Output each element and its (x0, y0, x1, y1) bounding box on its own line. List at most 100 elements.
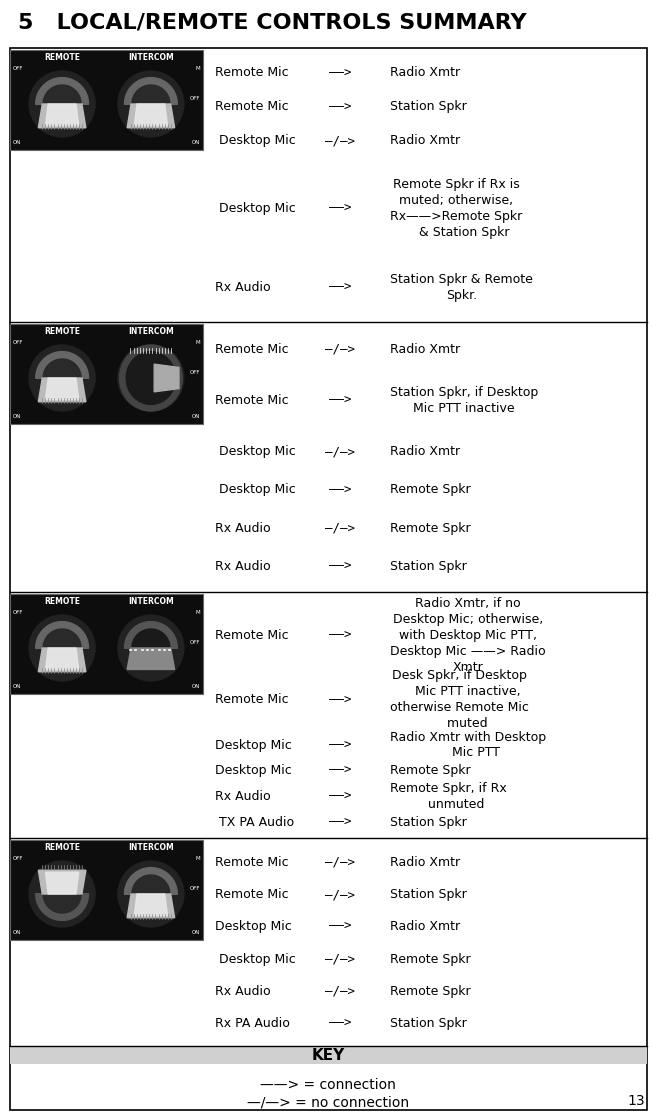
Text: Rx Audio: Rx Audio (215, 522, 271, 535)
Text: Remote Mic: Remote Mic (215, 629, 288, 642)
Text: Rx Audio: Rx Audio (215, 281, 271, 295)
Text: Remote Spkr: Remote Spkr (390, 522, 470, 535)
Polygon shape (127, 894, 175, 917)
Text: OFF: OFF (189, 95, 200, 101)
Polygon shape (43, 85, 81, 104)
Text: Remote Mic: Remote Mic (215, 888, 288, 900)
Text: ——>: ——> (328, 394, 351, 407)
Text: —/—>: —/—> (325, 984, 355, 998)
Polygon shape (35, 622, 89, 648)
Text: ——>: ——> (328, 560, 351, 573)
Polygon shape (43, 629, 81, 648)
Polygon shape (124, 77, 177, 104)
Text: Desktop Mic: Desktop Mic (215, 921, 292, 933)
Text: —/—>: —/—> (325, 343, 355, 356)
Text: OFF: OFF (189, 370, 200, 374)
Text: Station Spkr & Remote
Spkr.: Station Spkr & Remote Spkr. (390, 273, 533, 302)
Polygon shape (38, 648, 86, 672)
Text: Desktop Mic: Desktop Mic (215, 134, 296, 148)
Text: Remote Mic: Remote Mic (215, 693, 288, 707)
Text: KEY: KEY (311, 1047, 345, 1063)
Text: REMOTE: REMOTE (44, 327, 80, 336)
Polygon shape (132, 629, 170, 648)
Polygon shape (127, 648, 175, 670)
Text: Remote Mic: Remote Mic (215, 394, 288, 407)
Text: ON: ON (13, 930, 22, 935)
Text: Rx PA Audio: Rx PA Audio (215, 1017, 290, 1030)
Text: ——>: ——> (328, 693, 351, 707)
Text: ON: ON (13, 684, 22, 689)
Text: Radio Xmtr: Radio Xmtr (390, 66, 460, 80)
Polygon shape (43, 360, 81, 379)
Circle shape (118, 615, 184, 681)
FancyBboxPatch shape (10, 48, 647, 1110)
Text: ——>: ——> (328, 815, 351, 829)
Text: ON: ON (13, 414, 22, 419)
Polygon shape (35, 894, 89, 921)
Text: ——>: ——> (328, 66, 351, 80)
Text: 13: 13 (627, 1094, 645, 1108)
Text: INTERCOM: INTERCOM (128, 327, 173, 336)
Text: Station Spkr: Station Spkr (390, 1017, 466, 1030)
Text: Desk Spkr, if Desktop
    Mic PTT inactive,
otherwise Remote Mic
    muted: Desk Spkr, if Desktop Mic PTT inactive, … (390, 670, 529, 730)
Text: ——>: ——> (328, 921, 351, 933)
Text: Remote Spkr: Remote Spkr (390, 764, 470, 777)
Text: INTERCOM: INTERCOM (128, 843, 173, 852)
Text: Rx Audio: Rx Audio (215, 984, 271, 998)
Text: Remote Spkr: Remote Spkr (390, 484, 470, 496)
Circle shape (29, 861, 95, 927)
Polygon shape (134, 894, 168, 916)
Text: —/—>: —/—> (325, 888, 355, 900)
Text: Station Spkr: Station Spkr (390, 560, 466, 573)
Text: INTERCOM: INTERCOM (128, 53, 173, 62)
Text: ——>: ——> (328, 484, 351, 496)
Ellipse shape (120, 345, 182, 411)
Text: Desktop Mic: Desktop Mic (215, 764, 292, 777)
Text: —/—>: —/—> (325, 445, 355, 458)
Text: Desktop Mic: Desktop Mic (215, 202, 296, 215)
Text: Radio Xmtr: Radio Xmtr (390, 343, 460, 356)
Circle shape (29, 615, 95, 681)
Text: ——> = connection: ——> = connection (260, 1077, 396, 1092)
Polygon shape (38, 104, 86, 128)
Text: Desktop Mic: Desktop Mic (215, 738, 292, 752)
Text: ON: ON (13, 140, 22, 144)
Text: —/—>: —/—> (325, 522, 355, 535)
Text: Remote Spkr: Remote Spkr (390, 953, 470, 965)
Polygon shape (43, 894, 81, 913)
Text: Station Spkr: Station Spkr (390, 888, 466, 900)
FancyBboxPatch shape (10, 324, 203, 424)
Text: Radio Xmtr: Radio Xmtr (390, 445, 460, 458)
Polygon shape (45, 648, 79, 670)
Polygon shape (38, 870, 86, 894)
Text: Desktop Mic: Desktop Mic (215, 484, 296, 496)
FancyBboxPatch shape (10, 50, 203, 150)
Polygon shape (124, 622, 177, 648)
Text: REMOTE: REMOTE (44, 843, 80, 852)
Text: Remote Spkr: Remote Spkr (390, 984, 470, 998)
Text: Remote Spkr, if Rx
    unmuted: Remote Spkr, if Rx unmuted (390, 782, 507, 811)
Circle shape (118, 345, 184, 411)
FancyBboxPatch shape (10, 840, 203, 940)
Text: Remote Mic: Remote Mic (215, 343, 288, 356)
Text: ON: ON (192, 684, 200, 689)
Text: OFF: OFF (13, 856, 24, 861)
Polygon shape (45, 872, 79, 894)
Polygon shape (35, 352, 89, 379)
Text: OFF: OFF (13, 610, 24, 615)
Text: INTERCOM: INTERCOM (128, 597, 173, 606)
Text: Radio Xmtr: Radio Xmtr (390, 921, 460, 933)
Text: OFF: OFF (13, 66, 24, 71)
Polygon shape (134, 104, 168, 125)
Text: —/—> = no connection: —/—> = no connection (247, 1096, 409, 1110)
Polygon shape (38, 379, 86, 402)
Text: —/—>: —/—> (325, 856, 355, 869)
Circle shape (118, 861, 184, 927)
Text: ——>: ——> (328, 738, 351, 752)
Polygon shape (124, 868, 177, 894)
Text: Radio Xmtr: Radio Xmtr (390, 856, 460, 869)
Polygon shape (35, 77, 89, 104)
Text: ——>: ——> (328, 1017, 351, 1030)
Text: —/—>: —/—> (325, 953, 355, 965)
Text: ——>: ——> (328, 101, 351, 113)
